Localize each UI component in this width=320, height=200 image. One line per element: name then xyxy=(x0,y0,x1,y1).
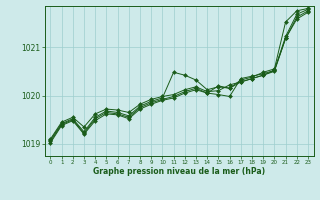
X-axis label: Graphe pression niveau de la mer (hPa): Graphe pression niveau de la mer (hPa) xyxy=(93,167,265,176)
